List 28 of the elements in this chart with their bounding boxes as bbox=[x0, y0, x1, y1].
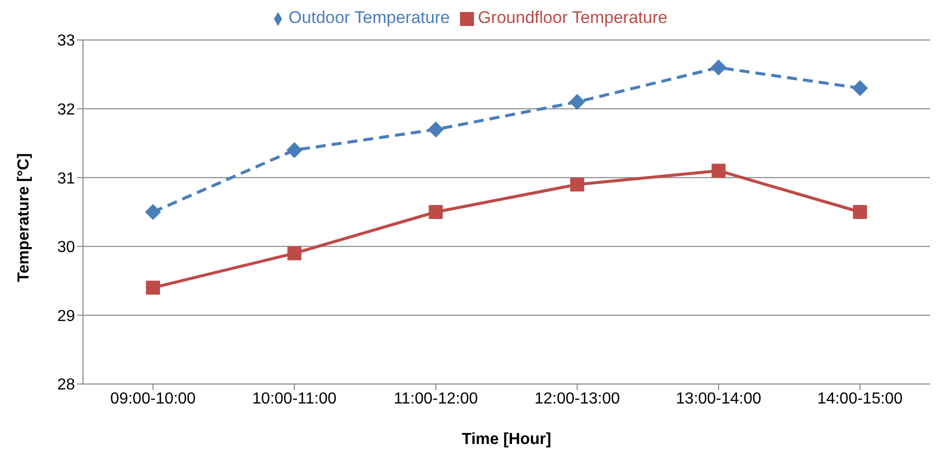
x-axis-title: Time [Hour] bbox=[462, 431, 552, 448]
y-tick-label: 32 bbox=[57, 101, 76, 118]
x-tick-label: 10:00-11:00 bbox=[252, 390, 337, 408]
point bbox=[853, 205, 867, 219]
y-tick-label: 29 bbox=[57, 308, 76, 325]
point bbox=[146, 280, 160, 295]
point bbox=[569, 94, 586, 110]
point bbox=[712, 164, 726, 178]
point bbox=[710, 60, 727, 76]
y-tick-label: 30 bbox=[57, 239, 76, 256]
legend-label: Groundfloor Temperature bbox=[478, 8, 668, 27]
y-axis-title: Temperature [°C] bbox=[16, 153, 33, 282]
y-tick-label: 28 bbox=[57, 376, 76, 394]
point bbox=[852, 80, 868, 96]
x-tick-label: 13:00-14:00 bbox=[676, 390, 762, 408]
y-tick-label: 31 bbox=[57, 170, 76, 188]
y-tick-label: 33 bbox=[57, 32, 76, 50]
legend-label: Outdoor Temperature bbox=[288, 8, 450, 27]
point bbox=[145, 204, 161, 220]
point bbox=[287, 246, 302, 260]
x-tick-label: 09:00-10:00 bbox=[110, 390, 196, 408]
point bbox=[428, 121, 444, 138]
x-tick-label: 14:00-15:00 bbox=[817, 390, 903, 408]
point bbox=[570, 177, 584, 192]
point bbox=[286, 142, 302, 158]
x-tick-label: 11:00-12:00 bbox=[394, 390, 478, 408]
point bbox=[428, 205, 443, 219]
x-tick-label: 12:00-13:00 bbox=[534, 390, 620, 408]
